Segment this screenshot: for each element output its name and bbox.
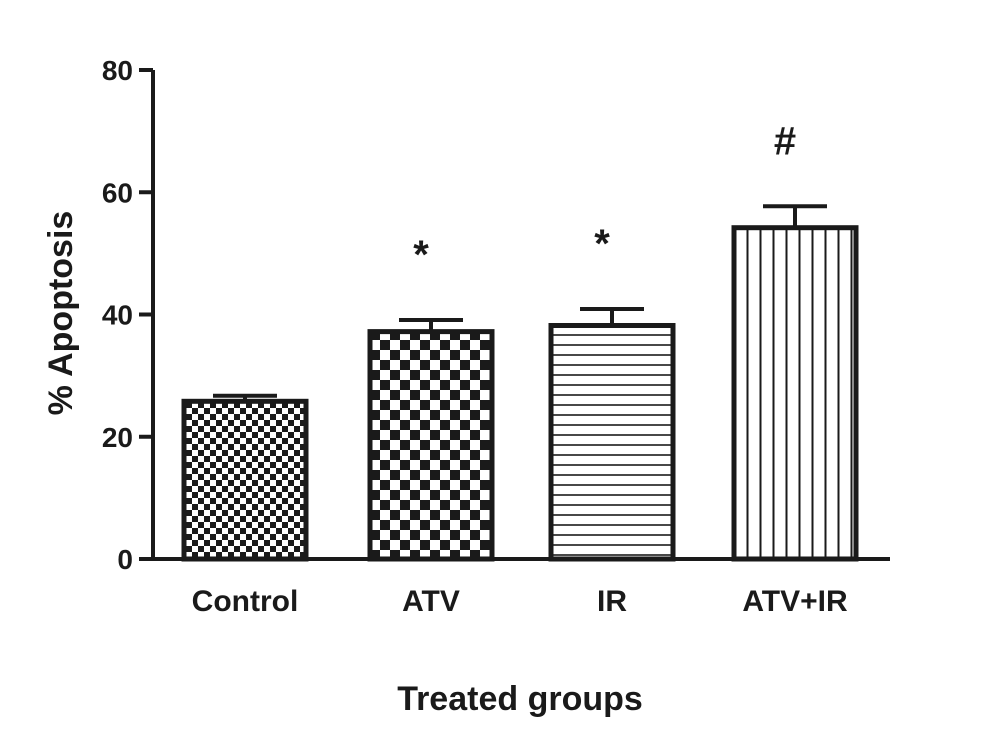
category-label: ATV — [402, 585, 460, 618]
y-tick-label: 0 — [117, 544, 133, 575]
significance-mark: * — [413, 233, 429, 277]
bars — [181, 225, 859, 562]
bar-atv-ir — [731, 225, 859, 562]
significance-mark: * — [594, 222, 610, 266]
significance-mark: # — [774, 119, 796, 163]
bar-atv — [367, 329, 495, 562]
y-tick-label: 20 — [102, 422, 133, 453]
category-label: Control — [192, 585, 299, 618]
y-tick-label: 60 — [102, 177, 133, 208]
y-axis-title: % Apoptosis — [42, 211, 80, 416]
bar-control — [181, 398, 309, 562]
category-label: IR — [597, 585, 627, 618]
y-ticks: 0 20 40 60 80 — [102, 55, 153, 575]
significance-marks: * * # — [413, 119, 796, 277]
y-tick-label: 80 — [102, 55, 133, 86]
category-label: ATV+IR — [742, 585, 848, 618]
category-labels: Control ATV IR ATV+IR — [192, 585, 848, 618]
error-bars — [213, 204, 827, 402]
y-tick-label: 40 — [102, 300, 133, 331]
x-axis-title: Treated groups — [397, 680, 643, 718]
bar-ir — [548, 323, 676, 562]
